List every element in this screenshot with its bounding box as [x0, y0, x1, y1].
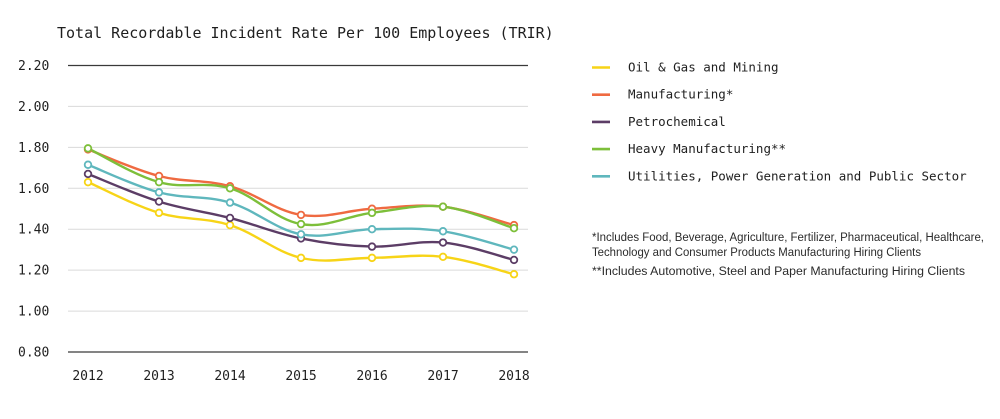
data-point	[438, 238, 448, 247]
legend-label: Oil & Gas and Mining	[628, 60, 779, 75]
data-point	[367, 208, 377, 218]
data-point	[438, 252, 448, 262]
footnotes: *Includes Food, Beverage, Agriculture, F…	[592, 230, 984, 278]
footnote: Technology and Consumer Products Manufac…	[592, 245, 921, 259]
data-point	[367, 242, 377, 251]
x-axis-ticks: 2012 2013 2014 2015 2016 2017 2018	[72, 369, 529, 384]
data-point	[154, 197, 164, 206]
data-point	[509, 270, 519, 279]
data-point	[438, 202, 448, 211]
y-tick-label: 1.80	[18, 141, 49, 156]
data-point	[83, 177, 93, 187]
data-point	[438, 227, 448, 236]
y-tick-label: 1.60	[18, 182, 49, 197]
x-tick-label: 2016	[356, 369, 387, 384]
x-tick-label: 2013	[143, 369, 174, 384]
data-point	[154, 188, 164, 197]
data-point	[296, 230, 306, 239]
y-tick-label: 2.20	[18, 59, 49, 74]
data-point	[225, 184, 235, 193]
data-point	[225, 213, 235, 223]
y-tick-label: 1.40	[18, 223, 49, 238]
y-tick-label: 1.00	[18, 305, 49, 320]
x-tick-label: 2012	[72, 369, 103, 384]
chart-title: Total Recordable Incident Rate Per 100 E…	[57, 24, 554, 42]
series-points	[83, 144, 519, 279]
legend-label: Heavy Manufacturing**	[628, 141, 786, 156]
data-point	[225, 220, 235, 230]
data-point	[367, 253, 377, 263]
data-point	[296, 253, 306, 263]
data-point	[367, 225, 377, 234]
y-tick-label: 1.20	[18, 264, 49, 279]
x-tick-label: 2017	[427, 369, 458, 384]
x-tick-label: 2018	[498, 369, 529, 384]
data-point	[83, 160, 93, 169]
data-point	[154, 177, 164, 187]
data-point	[509, 223, 519, 233]
footnote: **Includes Automotive, Steel and Paper M…	[592, 264, 965, 278]
footnote: *Includes Food, Beverage, Agriculture, F…	[592, 230, 984, 244]
legend-label: Petrochemical	[628, 114, 726, 129]
data-point	[509, 245, 519, 254]
legend-label: Manufacturing*	[628, 87, 733, 102]
y-tick-label: 0.80	[18, 346, 49, 361]
y-axis-ticks: 2.20 2.00 1.80 1.60 1.40 1.20 1.00 0.80	[18, 59, 49, 361]
legend: Oil & Gas and Mining Manufacturing* Petroc…	[592, 60, 967, 183]
data-point	[83, 169, 93, 179]
data-point	[83, 144, 93, 153]
data-point	[296, 210, 306, 220]
data-point	[154, 208, 164, 218]
x-tick-label: 2014	[214, 369, 245, 384]
x-tick-label: 2015	[285, 369, 316, 384]
data-point	[296, 219, 306, 229]
data-point	[225, 198, 235, 207]
data-point	[509, 255, 519, 265]
legend-label: Utilities, Power Generation and Public S…	[628, 168, 967, 183]
y-tick-label: 2.00	[18, 100, 49, 115]
